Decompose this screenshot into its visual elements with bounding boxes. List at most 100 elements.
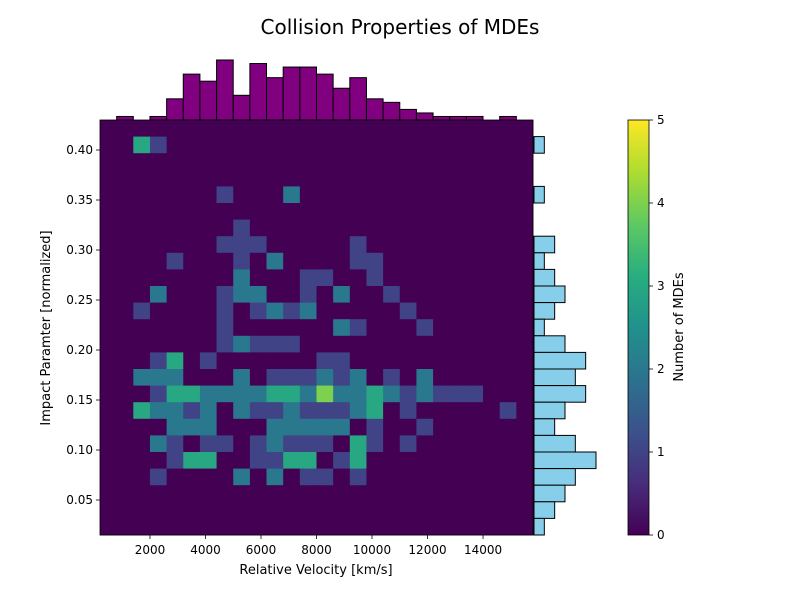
heatmap-cell xyxy=(316,302,334,320)
heatmap-cell xyxy=(483,352,501,370)
heatmap-cell xyxy=(499,452,517,469)
heatmap-cell xyxy=(433,335,451,353)
heatmap-cell xyxy=(283,236,301,254)
heatmap-cell xyxy=(299,501,317,519)
heatmap-cell xyxy=(100,485,118,503)
heatmap-cell xyxy=(433,169,451,187)
heatmap-cell xyxy=(516,335,534,353)
y-tick-label: 0.10 xyxy=(66,443,93,457)
heatmap-cell xyxy=(216,319,234,337)
heatmap-cell xyxy=(116,186,134,204)
heatmap-cell xyxy=(149,418,168,436)
heatmap-cell xyxy=(516,169,534,187)
heatmap-cell xyxy=(383,219,401,237)
heatmap-cell xyxy=(216,302,234,320)
heatmap-cell xyxy=(316,518,334,536)
heatmap-cell xyxy=(383,452,401,469)
heatmap-cell xyxy=(166,335,184,353)
heatmap-cell xyxy=(516,418,534,436)
heatmap-cell xyxy=(149,203,168,220)
heatmap-cell xyxy=(149,468,168,486)
heatmap-cell xyxy=(149,169,168,187)
heatmap-cell xyxy=(383,153,401,171)
right-hist-bar xyxy=(533,136,545,154)
heatmap-cell xyxy=(283,302,301,320)
heatmap-cell xyxy=(383,203,401,220)
heatmap-cell xyxy=(299,369,317,386)
heatmap-cell xyxy=(449,335,467,353)
top-hist-bar xyxy=(116,115,134,121)
heatmap-cell xyxy=(266,369,284,386)
top-hist-bar xyxy=(465,115,484,121)
chart-title: Collision Properties of MDEs xyxy=(261,15,540,39)
heatmap-cell xyxy=(366,418,384,436)
x-tick-label: 6000 xyxy=(246,543,277,557)
heatmap-cell xyxy=(366,369,384,386)
heatmap-cell xyxy=(449,501,467,519)
heatmap-cell xyxy=(133,319,151,337)
heatmap-cell xyxy=(249,120,267,137)
heatmap-cell xyxy=(199,136,217,154)
heatmap-cell xyxy=(233,286,251,303)
heatmap-cell xyxy=(483,335,501,353)
heatmap-cell xyxy=(299,269,317,287)
heatmap-cell xyxy=(116,286,134,303)
heatmap-cell xyxy=(133,485,151,503)
heatmap-cell xyxy=(233,418,251,436)
heatmap-cell xyxy=(449,153,467,171)
heatmap-cell xyxy=(166,418,184,436)
heatmap-cell xyxy=(383,435,401,453)
heatmap-cell xyxy=(316,186,334,204)
top-hist-bar xyxy=(449,115,467,121)
heatmap-cell xyxy=(283,136,301,154)
heatmap-cell xyxy=(199,286,217,303)
heatmap-cell xyxy=(216,352,234,370)
heatmap-cell xyxy=(116,203,134,220)
heatmap-cell xyxy=(299,418,317,436)
heatmap-cell xyxy=(249,252,267,270)
heatmap-cell xyxy=(199,352,217,370)
heatmap-cell xyxy=(116,468,134,486)
heatmap-cell xyxy=(466,252,484,270)
heatmap-cell xyxy=(183,120,201,137)
heatmap-cell xyxy=(383,402,401,420)
heatmap-cell xyxy=(333,385,351,403)
heatmap-cell xyxy=(133,286,151,303)
heatmap-cell xyxy=(283,203,301,220)
heatmap-cell xyxy=(399,468,417,486)
heatmap-cell xyxy=(283,186,301,204)
heatmap-cell xyxy=(149,120,168,137)
heatmap-cell xyxy=(499,136,517,154)
heatmap-cell xyxy=(499,186,517,204)
top-hist-bar xyxy=(299,66,318,121)
heatmap-cell xyxy=(249,452,267,469)
heatmap-cell xyxy=(100,169,118,187)
heatmap-cell xyxy=(100,352,118,370)
heatmap-cell xyxy=(183,136,201,154)
x-axis-label: Relative Velocity [km/s] xyxy=(239,563,392,578)
heatmap-cell xyxy=(183,402,201,420)
heatmap-cell xyxy=(399,252,417,270)
heatmap-cell xyxy=(100,452,118,469)
heatmap-cell xyxy=(333,352,351,370)
heatmap-cell xyxy=(433,252,451,270)
heatmap-cell xyxy=(199,236,217,254)
heatmap-cell xyxy=(166,136,184,154)
heatmap-cell xyxy=(149,369,168,386)
heatmap-cell xyxy=(199,203,217,220)
heatmap-cell xyxy=(249,385,267,403)
heatmap-cell xyxy=(449,518,467,536)
heatmap-cell xyxy=(216,153,234,171)
heatmap-cell xyxy=(283,269,301,287)
heatmap-cell xyxy=(399,219,417,237)
heatmap-cell xyxy=(333,402,351,420)
heatmap-cell xyxy=(283,485,301,503)
heatmap-cell xyxy=(233,435,251,453)
heatmap-cell xyxy=(466,418,484,436)
top-hist-bar xyxy=(382,101,401,121)
heatmap-cell xyxy=(216,501,234,519)
heatmap-cell xyxy=(399,501,417,519)
top-hist-bar xyxy=(249,63,268,121)
heatmap-cell xyxy=(366,501,384,519)
heatmap-cell xyxy=(383,136,401,154)
